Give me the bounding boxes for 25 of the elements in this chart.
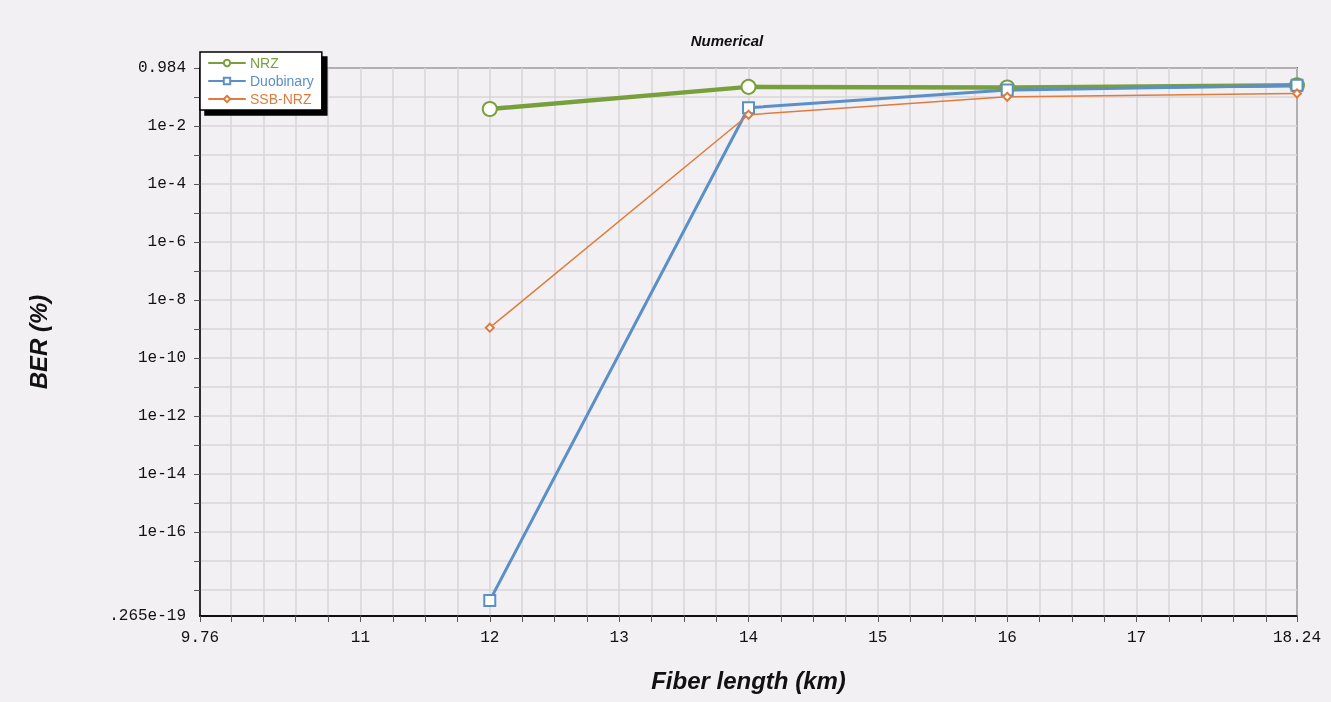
y-tick-label: 1e-12 — [137, 406, 186, 425]
x-axis-title: Fiber length (km) — [651, 666, 846, 694]
x-tick-label: 13 — [609, 629, 629, 647]
x-tick-label: 17 — [1126, 629, 1147, 647]
y-tick-label: 1e-6 — [147, 232, 186, 251]
x-tick-label: 11 — [350, 629, 371, 647]
legend-label: NRZ — [250, 55, 280, 71]
x-tick-label: 16 — [997, 629, 1017, 647]
x-tick-label: 9.76 — [180, 629, 220, 647]
x-tick-label: 18.24 — [1272, 629, 1322, 647]
y-tick-label: 0.984 — [137, 59, 186, 77]
y-axis-title: BER (%) — [24, 294, 52, 390]
x-tick-label: 14 — [738, 629, 759, 647]
chart-title: Numerical — [690, 32, 765, 49]
y-tick-label: .265e-19 — [109, 607, 186, 625]
y-tick-label: 1e-4 — [147, 174, 186, 193]
y-tick-label: 1e-16 — [137, 522, 186, 541]
legend-label: Duobinary — [250, 73, 314, 89]
y-tick-label: 1e-14 — [137, 464, 186, 483]
x-tick-label: 15 — [868, 629, 888, 647]
legend-label: SSB-NRZ — [250, 91, 312, 107]
y-tick-label: 1e-2 — [147, 116, 186, 135]
x-tick-label: 12 — [480, 629, 500, 647]
y-tick-label: 1e-10 — [137, 348, 186, 367]
y-tick-label: 1e-8 — [147, 290, 186, 309]
